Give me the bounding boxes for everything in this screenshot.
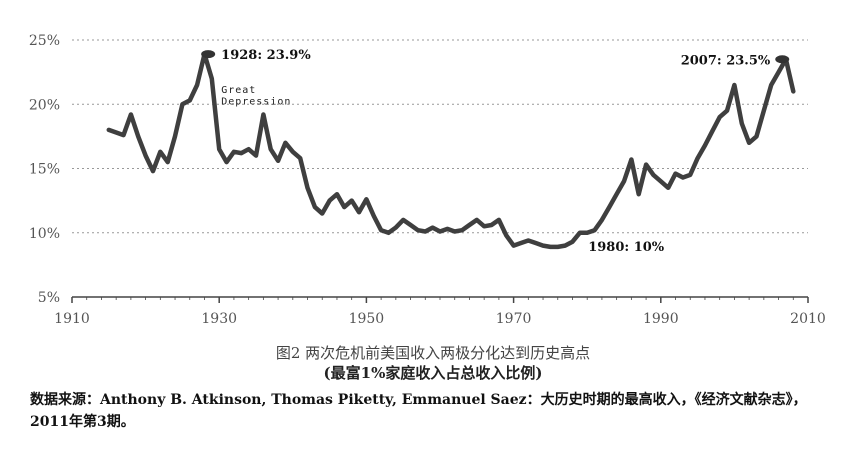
y-tick-label: 15%: [29, 162, 60, 178]
x-tick-label: 1910: [54, 311, 90, 327]
chart: 5% 10% 15% 20% 25% 1910 1930 1950 1970 1990 2010 19…: [29, 33, 826, 327]
series-line: [106, 51, 796, 250]
figure-caption: 图2 两次危机前美国收入两极分化达到历史高点 (最富1%家庭收入占总收入比例): [0, 343, 866, 383]
y-tick-label: 5%: [38, 290, 60, 306]
x-tick-label: 1990: [643, 311, 679, 327]
annotation-2007: 2007: 23.5%: [681, 53, 771, 68]
x-tick-label: 1930: [201, 311, 237, 327]
source-note: 数据来源：Anthony B. Atkinson, Thomas Piketty…: [30, 392, 807, 430]
x-tick-label: 1950: [349, 311, 385, 327]
chart-svg: 5% 10% 15% 20% 25% 1910 1930 1950 1970 1990 2010 19…: [29, 33, 826, 327]
annotation-1980: 1980: 10%: [588, 240, 665, 255]
annotation-1928: 1928: 23.9%: [221, 48, 311, 63]
figure-title: 图2 两次危机前美国收入两极分化达到历史高点: [275, 344, 591, 362]
x-tick-label: 2010: [790, 311, 826, 327]
y-tick-label: 25%: [29, 33, 60, 49]
figure-subtitle: (最富1%家庭收入占总收入比例): [323, 364, 543, 382]
y-tick-label: 20%: [29, 97, 60, 113]
annotation-great: Great: [221, 85, 256, 96]
x-tick-label: 1970: [496, 311, 532, 327]
peak-marker-1928: [201, 50, 216, 59]
y-tick-label: 10%: [29, 226, 60, 242]
annotation-depression: Depression: [221, 96, 291, 107]
peak-marker-2007: [775, 55, 790, 64]
